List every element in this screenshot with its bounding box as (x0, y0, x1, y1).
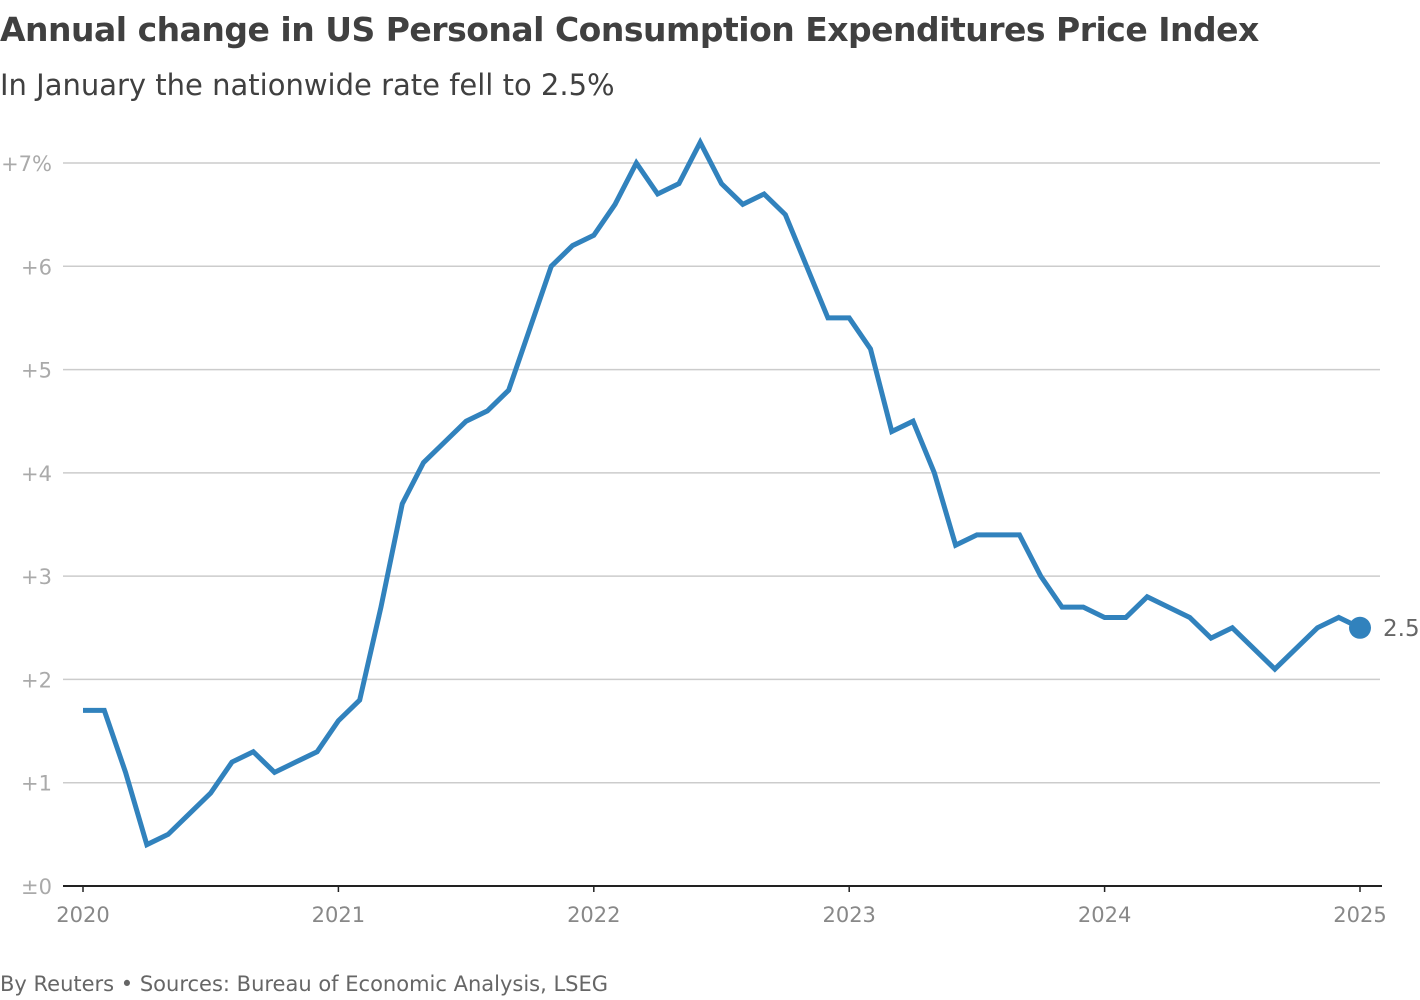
series-line (83, 136, 1362, 849)
y-tick-label: +4 (21, 462, 52, 486)
y-tick-label: +2 (21, 668, 52, 692)
chart-title: Annual change in US Personal Consumption… (0, 10, 1259, 49)
x-tick-label: 2022 (567, 903, 620, 927)
x-tick-label: 2024 (1078, 903, 1131, 927)
source-footer: By Reuters • Sources: Bureau of Economic… (0, 972, 609, 996)
y-tick-label: ±0 (21, 875, 52, 899)
y-tick-label: +3 (21, 565, 52, 589)
chart-subtitle: In January the nationwide rate fell to 2… (0, 68, 615, 102)
x-tick-label: 2020 (56, 903, 109, 927)
y-tick-label: +7% (1, 152, 52, 176)
y-tick-label: +6 (21, 255, 52, 279)
x-tick-label: 2023 (822, 903, 875, 927)
end-point-marker (1349, 616, 1371, 639)
x-tick-label: 2025 (1333, 903, 1386, 927)
y-tick-label: +5 (21, 359, 52, 383)
y-tick-label: +1 (21, 772, 52, 796)
end-value-label: 2.5 (1383, 616, 1420, 642)
x-tick-label: 2021 (312, 903, 365, 927)
